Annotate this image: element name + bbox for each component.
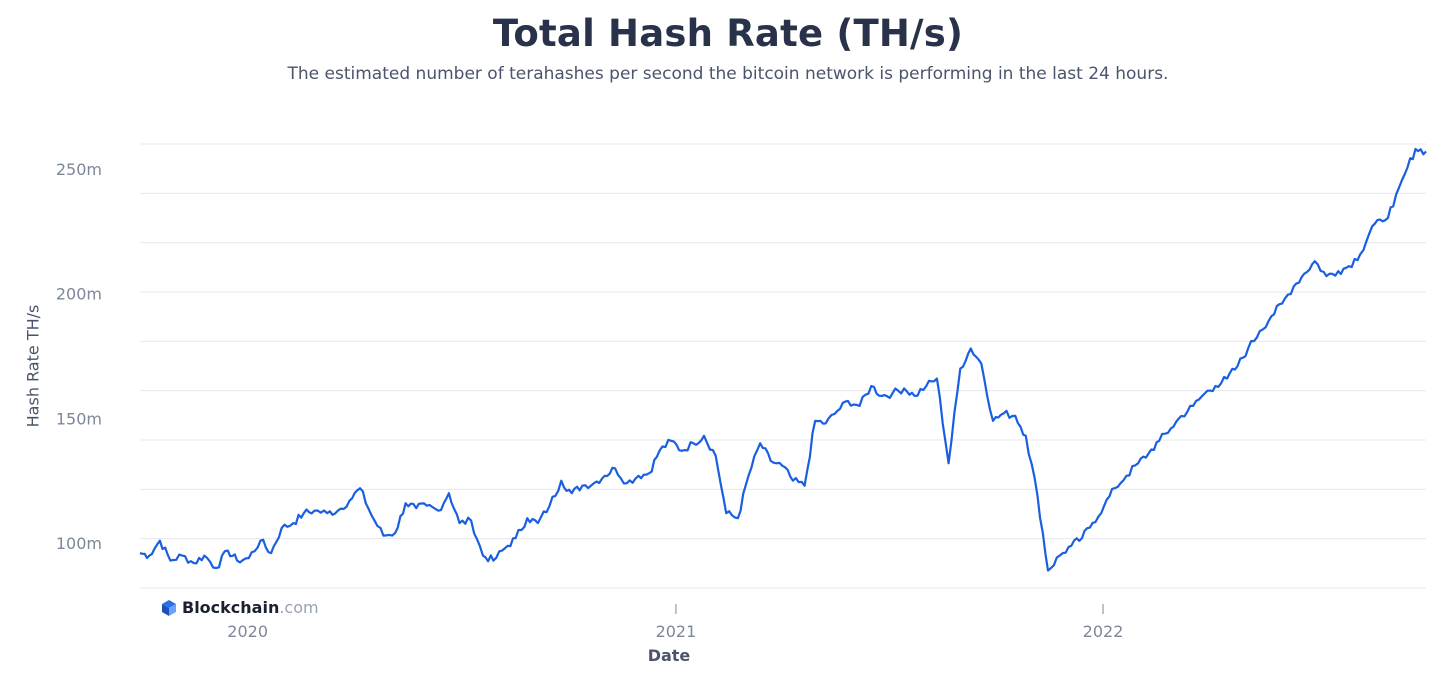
chart-subtitle: The estimated number of terahashes per s…	[287, 64, 1169, 84]
y-axis-ticks: 100m 150m 200m 250m	[56, 160, 102, 553]
brand-name: Blockchain	[182, 598, 280, 617]
x-tick-label: 2021	[656, 622, 697, 641]
blockchain-logo: Blockchain .com	[160, 598, 319, 617]
grid-lines	[140, 143, 1426, 589]
y-tick-label: 200m	[56, 285, 102, 304]
y-tick-label: 250m	[56, 160, 102, 179]
y-tick-label: 150m	[56, 409, 102, 428]
x-tick-label: 2020	[227, 622, 268, 641]
x-axis-ticks: 2020 2021 2022	[227, 604, 1123, 641]
hash-rate-line	[139, 147, 1427, 572]
x-axis-label: Date	[647, 646, 691, 665]
brand-suffix: .com	[279, 598, 319, 617]
y-tick-label: 100m	[56, 534, 102, 553]
x-tick-label: 2022	[1083, 622, 1124, 641]
blockchain-cube-icon	[162, 599, 176, 616]
chart-title: Total Hash Rate (TH/s)	[492, 12, 964, 55]
